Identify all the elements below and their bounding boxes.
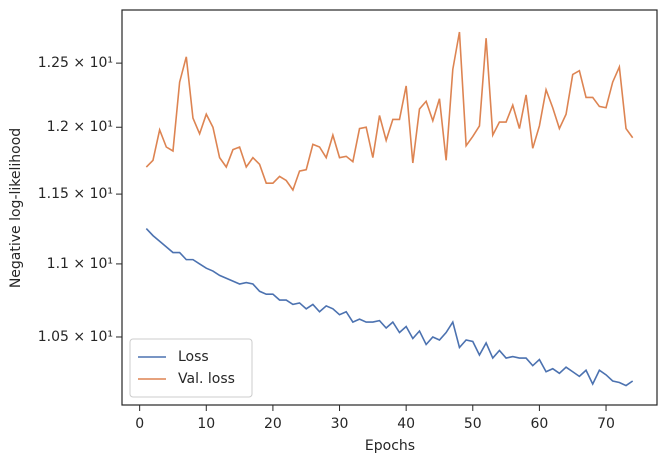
- y-tick-label: 1.1 × 10¹: [47, 256, 113, 272]
- x-tick-label: 40: [397, 416, 415, 432]
- legend-label: Loss: [178, 349, 209, 365]
- y-tick-label: 1.25 × 10¹: [38, 55, 113, 71]
- x-tick-label: 60: [530, 416, 548, 432]
- x-tick-label: 20: [264, 416, 282, 432]
- plot-frame: [121, 9, 658, 406]
- x-axis-label: Epochs: [365, 438, 415, 454]
- y-axis-label: Negative log-likelihood: [8, 128, 24, 288]
- x-tick-label: 0: [135, 416, 144, 432]
- x-tick-label: 30: [331, 416, 349, 432]
- x-tick-label: 70: [597, 416, 615, 432]
- line: [145, 228, 634, 387]
- legend-label: Val. loss: [178, 371, 235, 387]
- line: [145, 31, 634, 192]
- y-tick-label: 1.15 × 10¹: [38, 186, 113, 202]
- x-tick-label: 10: [197, 416, 215, 432]
- legend-box: [129, 338, 253, 398]
- y-tick-label: 1.05 × 10¹: [38, 329, 113, 345]
- y-tick-label: 1.2 × 10¹: [47, 119, 113, 135]
- x-tick-label: 50: [464, 416, 482, 432]
